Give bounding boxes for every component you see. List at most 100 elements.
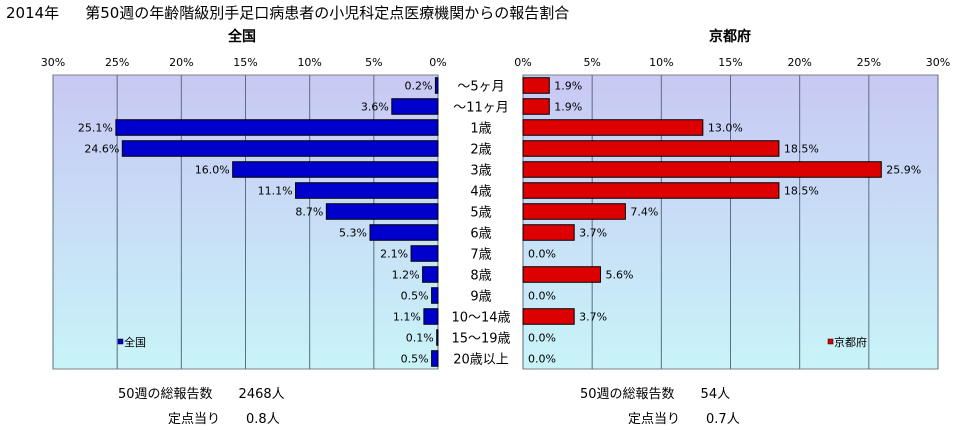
national-plot: 0% 5% 10% 15% 20% 25% 30% 0.2% 3.6% 25.1% 24.6% 16.…	[41, 56, 447, 370]
national-data-label: 8.7%	[295, 206, 323, 219]
kyoto-tick-label: 20%	[787, 56, 811, 69]
kyoto-data-label: 1.9%	[554, 80, 582, 93]
age-category-label: 8歳	[470, 269, 491, 284]
national-tick-label: 15%	[233, 56, 257, 69]
kyoto-tick-label: 5%	[583, 56, 600, 69]
national-bar	[115, 119, 439, 136]
national-legend-swatch	[117, 338, 124, 345]
national-legend-label: 全国	[124, 335, 146, 349]
kyoto-data-label: 18.5%	[784, 143, 819, 156]
kyoto-data-label: 0.0%	[528, 353, 556, 366]
title-year: 2014年	[6, 4, 60, 22]
age-category-label: 10～14歳	[451, 311, 510, 326]
right-footer-total: 50週の総報告数 54人	[580, 383, 730, 402]
left-footer-per-label: 定点当り	[168, 412, 221, 427]
left-footer-total-value: 2468人	[238, 387, 285, 402]
age-distribution-chart: 0% 5% 10% 15% 20% 25% 30% 0.2% 3.6% 25.1% 24.6% 16.…	[41, 56, 950, 370]
national-tick-label: 10%	[297, 56, 321, 69]
age-category-label: 20歳以上	[453, 353, 509, 368]
age-category-label: ～5ヶ月	[457, 80, 504, 95]
age-category-label: 1歳	[470, 122, 491, 137]
kyoto-data-label: 0.0%	[528, 290, 556, 303]
national-data-label: 16.0%	[195, 164, 230, 177]
national-data-label: 0.5%	[401, 290, 429, 303]
page-title: 2014年 第50週の年齢階級別手足口病患者の小児科定点医療機関からの報告割合	[6, 2, 569, 23]
national-data-label: 0.1%	[406, 332, 434, 345]
kyoto-data-label: 1.9%	[554, 101, 582, 114]
kyoto-tick-label: 10%	[649, 56, 673, 69]
kyoto-tick-label: 15%	[718, 56, 742, 69]
national-data-label: 11.1%	[258, 185, 293, 198]
national-data-label: 3.6%	[361, 101, 389, 114]
national-bar	[431, 287, 439, 304]
national-bar	[423, 308, 439, 325]
national-bar	[422, 266, 439, 283]
kyoto-data-label: 18.5%	[784, 185, 819, 198]
kyoto-bar	[522, 119, 704, 136]
national-bar	[295, 182, 439, 199]
national-data-label: 2.1%	[380, 248, 408, 261]
kyoto-bar	[522, 266, 601, 283]
right-footer-total-label: 50週の総報告数	[580, 387, 675, 402]
national-data-label: 1.1%	[393, 311, 421, 324]
kyoto-bar	[522, 161, 882, 178]
kyoto-bar	[522, 224, 575, 241]
national-bar	[325, 203, 439, 220]
age-category-label: 7歳	[470, 248, 491, 263]
national-tick-label: 30%	[41, 56, 65, 69]
national-data-label: 24.6%	[84, 143, 119, 156]
kyoto-data-label: 5.6%	[605, 269, 633, 282]
kyoto-legend-swatch	[827, 338, 834, 345]
age-category-labels: ～5ヶ月 ～11ヶ月 1歳 2歳 3歳 4歳 5歳 6歳 7歳 8歳 9歳 10～14歳 15～19歳 2…	[451, 80, 510, 368]
kyoto-plot: 0% 5% 10% 15% 20% 25% 30% 1.9% 1.9% 13.0% 18.5% 25.…	[514, 56, 950, 370]
age-category-label: 15～19歳	[451, 332, 510, 347]
left-footer-total: 50週の総報告数 2468人	[118, 383, 285, 402]
kyoto-bar	[522, 203, 626, 220]
age-category-label: 4歳	[470, 185, 491, 200]
national-tick-label: 5%	[365, 56, 382, 69]
kyoto-bar	[522, 182, 780, 199]
national-bar	[369, 224, 439, 241]
kyoto-bar	[522, 98, 550, 115]
national-bar	[434, 77, 439, 94]
kyoto-bar	[522, 140, 780, 157]
kyoto-data-label: 7.4%	[630, 206, 658, 219]
national-tick-label: 25%	[105, 56, 129, 69]
kyoto-tick-label: 0%	[514, 56, 531, 69]
age-category-label: 2歳	[470, 143, 491, 158]
kyoto-bar	[522, 308, 575, 325]
national-data-label: 25.1%	[78, 122, 113, 135]
age-category-label: 6歳	[470, 227, 491, 242]
kyoto-tick-label: 30%	[926, 56, 950, 69]
national-bar	[391, 98, 439, 115]
kyoto-legend-label: 京都府	[834, 335, 867, 349]
right-footer-per: 定点当り 0.7人	[628, 408, 740, 427]
kyoto-tick-label: 25%	[857, 56, 881, 69]
kyoto-data-label: 3.7%	[579, 227, 607, 240]
kyoto-data-label: 0.0%	[528, 248, 556, 261]
national-data-label: 5.3%	[339, 227, 367, 240]
age-category-label: ～11ヶ月	[453, 101, 509, 116]
national-bar	[431, 350, 439, 367]
left-footer-total-label: 50週の総報告数	[118, 387, 213, 402]
right-footer-per-label: 定点当り	[628, 412, 681, 427]
kyoto-bar	[522, 77, 550, 94]
age-category-label: 5歳	[470, 206, 491, 221]
national-bar	[436, 329, 439, 346]
national-data-label: 0.5%	[401, 353, 429, 366]
left-panel-title: 全国	[228, 29, 256, 45]
title-main: 第50週の年齢階級別手足口病患者の小児科定点医療機関からの報告割合	[85, 4, 570, 22]
age-category-label: 3歳	[470, 164, 491, 179]
national-bar	[121, 140, 439, 157]
kyoto-data-label: 0.0%	[528, 332, 556, 345]
national-tick-label: 20%	[169, 56, 193, 69]
national-bar	[232, 161, 439, 178]
national-tick-label: 0%	[429, 56, 446, 69]
age-category-label: 9歳	[470, 290, 491, 305]
left-footer-per: 定点当り 0.8人	[168, 408, 280, 427]
right-footer-total-value: 54人	[700, 387, 731, 402]
right-footer-per-value: 0.7人	[706, 412, 740, 427]
kyoto-data-label: 13.0%	[708, 122, 743, 135]
national-bar	[410, 245, 439, 262]
national-data-label: 1.2%	[392, 269, 420, 282]
